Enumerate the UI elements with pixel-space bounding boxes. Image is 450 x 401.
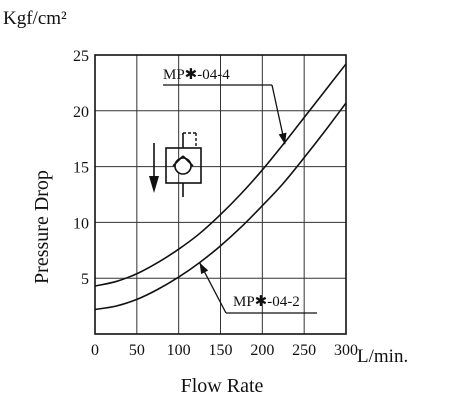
series-line-1 [94, 63, 347, 287]
chart-grid [94, 54, 347, 335]
y-tick-label: 5 [81, 271, 89, 288]
y-tick-label: 10 [73, 215, 89, 232]
y-tick-label: 25 [73, 48, 89, 65]
chart-series [94, 63, 347, 311]
series-line-2 [94, 102, 347, 311]
x-tick-label: 150 [209, 342, 233, 359]
annotation-label: MP✱-04-4 [163, 67, 230, 83]
x-tick-label: 300 [334, 342, 358, 359]
y-tick-label: 15 [73, 160, 89, 177]
y-axis-unit: Kgf/cm² [3, 8, 67, 29]
x-axis-unit: L/min. [357, 346, 408, 367]
x-tick-labels: 0 50 100 150 200 250 300 [91, 342, 358, 359]
x-axis-title: Flow Rate [181, 375, 264, 397]
x-tick-label: 200 [250, 342, 274, 359]
y-tick-label: 20 [73, 104, 89, 121]
flow-direction-arrow-icon [149, 143, 159, 193]
x-tick-label: 50 [129, 342, 145, 359]
x-tick-label: 250 [292, 342, 316, 359]
y-axis-title: Pressure Drop [31, 170, 53, 284]
annotation-arrowhead [278, 132, 287, 145]
x-tick-label: 0 [91, 342, 99, 359]
chart-annotations: MP✱-04-4 MP✱-04-2 [163, 67, 317, 314]
plot-frame [94, 54, 347, 335]
annotation-label: MP✱-04-2 [233, 294, 300, 310]
y-tick-labels: 5 10 15 20 25 [73, 48, 89, 288]
annotation-arrowhead [199, 262, 209, 275]
x-tick-label: 100 [167, 342, 191, 359]
check-valve-symbol-icon [165, 132, 202, 197]
